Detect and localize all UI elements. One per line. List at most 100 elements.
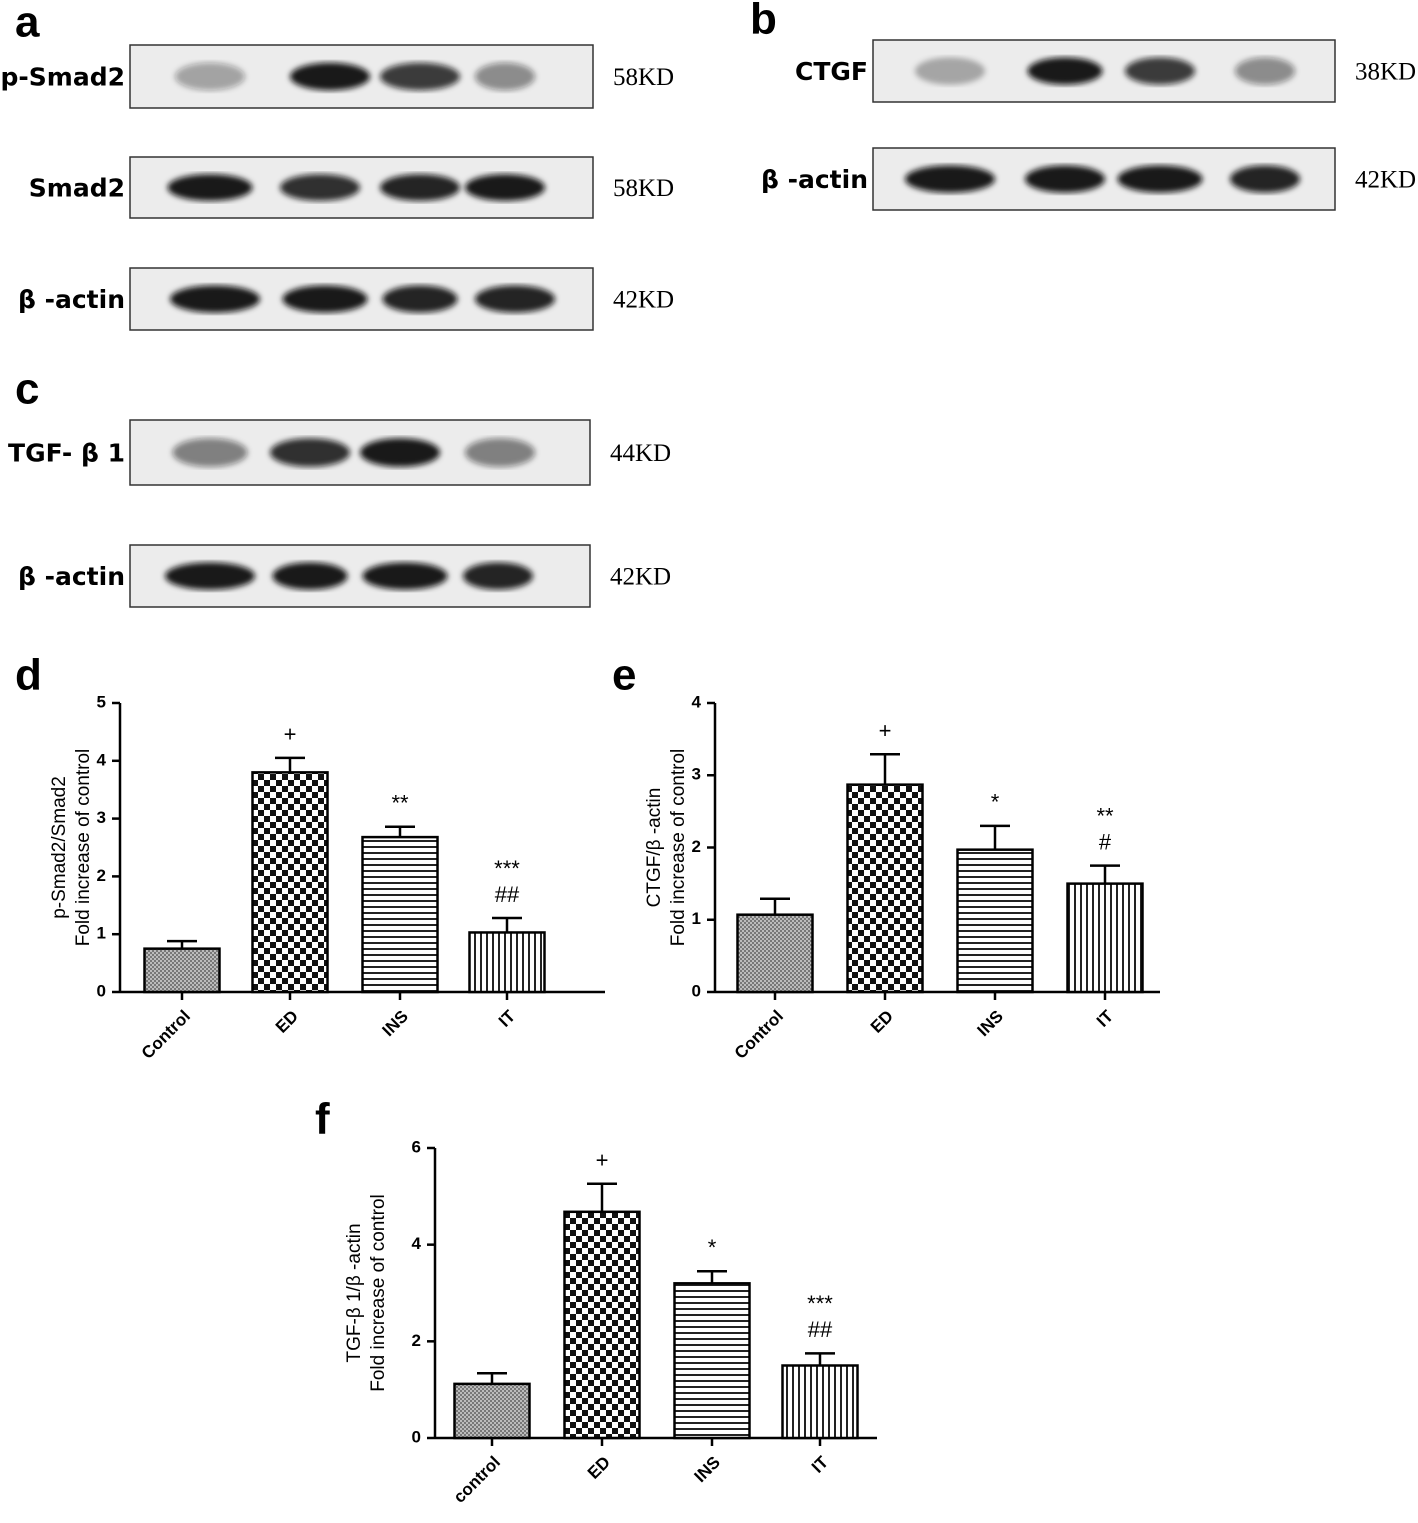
x-tick-label: INS <box>691 1453 724 1486</box>
y-tick-label: 1 <box>692 909 701 928</box>
blot-band <box>1027 57 1103 85</box>
blot-size: 58KD <box>613 64 674 91</box>
bar <box>673 1282 751 1440</box>
panel-letter: d <box>15 651 42 700</box>
significance-mark: ## <box>495 882 520 907</box>
blot-band <box>167 174 253 201</box>
significance-mark: * <box>708 1235 717 1260</box>
y-tick-label: 3 <box>97 808 106 827</box>
blot-band <box>172 438 248 467</box>
panel-letter: c <box>15 365 39 414</box>
significance-mark: + <box>879 718 892 743</box>
blot-size: 58KD <box>613 175 674 202</box>
blot-label: β -actin <box>18 562 125 591</box>
y-axis-label: Fold increase of control <box>73 749 94 947</box>
significance-mark: ## <box>808 1317 833 1342</box>
y-axis-label: TGF-β 1/β -actin <box>344 1223 365 1362</box>
blot-band <box>905 165 995 193</box>
blot-label: CTGF <box>795 57 868 86</box>
y-tick-label: 0 <box>412 1427 421 1446</box>
y-tick-label: 2 <box>97 866 106 885</box>
blot-label: β -actin <box>18 285 125 314</box>
bar <box>1066 882 1144 994</box>
blot-band <box>282 285 368 313</box>
blot-band <box>463 562 533 590</box>
y-tick-label: 4 <box>97 750 107 769</box>
bar <box>361 835 439 994</box>
blot-band <box>165 562 255 590</box>
blot-band <box>270 438 350 467</box>
significance-mark: # <box>1099 829 1112 854</box>
bar <box>468 931 546 994</box>
blot-band <box>380 174 460 201</box>
panel-letter: b <box>750 0 777 44</box>
y-tick-label: 1 <box>97 924 106 943</box>
blot-label: TGF- β 1 <box>8 439 125 468</box>
x-tick-label: ED <box>272 1007 302 1037</box>
blot-band <box>380 62 460 91</box>
y-axis-label: Fold increase of control <box>668 749 689 947</box>
blot-size: 42KD <box>610 564 671 591</box>
bar <box>781 1364 859 1440</box>
blot-size: 42KD <box>613 287 674 314</box>
bar <box>251 771 329 994</box>
x-tick-label: IT <box>808 1452 833 1477</box>
y-tick-label: 4 <box>412 1234 422 1253</box>
blot-band <box>475 285 555 313</box>
blot-band <box>175 62 245 91</box>
x-tick-label: IT <box>1093 1006 1118 1031</box>
x-tick-label: ED <box>867 1007 897 1037</box>
x-tick-label: IT <box>495 1006 520 1031</box>
significance-mark: ** <box>1096 803 1114 828</box>
x-tick-label: INS <box>974 1007 1007 1040</box>
blot-band <box>272 562 348 590</box>
blot-band <box>1117 165 1203 193</box>
y-tick-label: 0 <box>692 981 701 1000</box>
blot-band <box>1025 165 1105 193</box>
blot-size: 38KD <box>1355 59 1416 86</box>
significance-mark: + <box>596 1148 609 1173</box>
blot-size: 44KD <box>610 440 671 467</box>
panel-letter: f <box>315 1095 330 1144</box>
x-tick-label: ED <box>584 1453 614 1483</box>
blot-band <box>1125 57 1195 85</box>
significance-mark: *** <box>494 856 520 881</box>
blot-band <box>465 174 545 201</box>
blot-band <box>1230 165 1300 193</box>
y-axis-label: Fold increase of control <box>368 1194 389 1392</box>
blot-band <box>170 285 260 313</box>
y-tick-label: 5 <box>97 692 106 711</box>
y-axis-label: p-Smad2/Smad2 <box>49 776 70 919</box>
significance-mark: + <box>284 722 297 747</box>
blot-band <box>290 62 370 91</box>
bar <box>736 913 814 994</box>
blot-size: 42KD <box>1355 167 1416 194</box>
blot-band <box>280 174 360 201</box>
y-axis-label: CTGF/β -actin <box>644 788 665 908</box>
y-tick-label: 6 <box>412 1137 421 1156</box>
x-tick-label: Control <box>731 1007 787 1063</box>
bar <box>563 1210 641 1440</box>
panel-letter: a <box>15 0 40 47</box>
blot-band <box>382 285 458 313</box>
significance-mark: ** <box>391 791 409 816</box>
y-tick-label: 2 <box>692 837 701 856</box>
bar <box>143 947 221 994</box>
y-tick-label: 2 <box>412 1331 421 1350</box>
blot-label: β -actin <box>761 165 868 194</box>
blot-band <box>362 562 448 590</box>
y-tick-label: 3 <box>692 765 701 784</box>
significance-mark: *** <box>807 1291 833 1316</box>
panel-letter: e <box>612 651 636 700</box>
blot-band <box>465 438 535 467</box>
significance-mark: * <box>991 790 1000 815</box>
bar <box>956 848 1034 994</box>
x-tick-label: Control <box>138 1007 194 1063</box>
blot-band <box>1235 57 1295 85</box>
x-tick-label: INS <box>379 1007 412 1040</box>
y-tick-label: 0 <box>97 981 106 1000</box>
x-tick-label: control <box>450 1453 504 1507</box>
y-tick-label: 4 <box>692 692 702 711</box>
blot-band <box>360 438 440 467</box>
